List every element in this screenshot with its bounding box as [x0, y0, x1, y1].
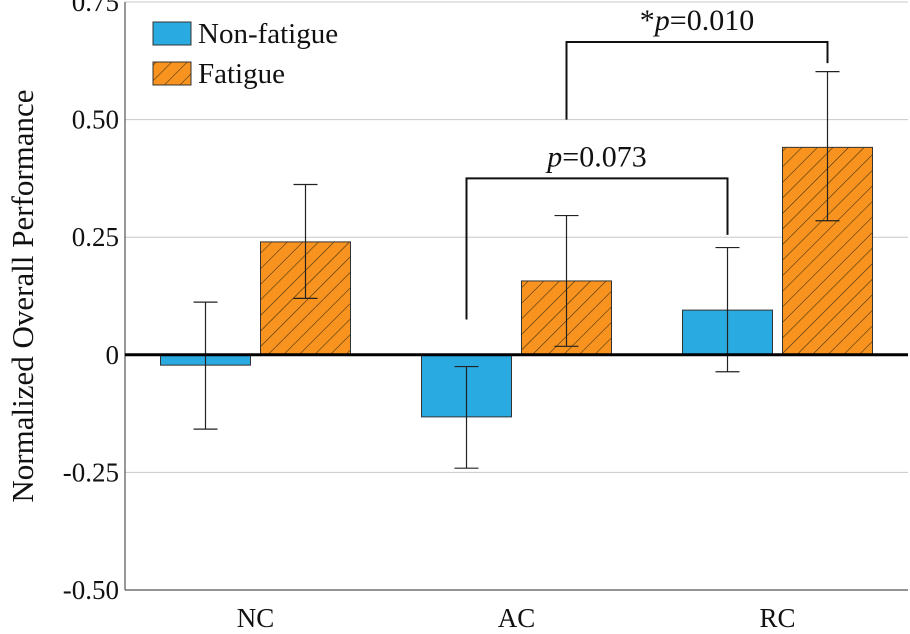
ann-ac-rc-p: p [545, 140, 562, 173]
ann-ac-rc-label: p=0.073 [545, 140, 646, 173]
y-tick-label: 0.75 [72, 0, 119, 17]
ann-rc-prefix: * [640, 4, 655, 37]
y-tick-label: -0.25 [63, 457, 119, 487]
y-axis-label: Normalized Overall Performance [5, 89, 40, 502]
annotations: p=0.073*p=0.010 [465, 4, 829, 320]
y-tick-label: 0.25 [72, 222, 119, 252]
error-bars [193, 71, 840, 469]
ann-ac-rc-value: =0.073 [562, 140, 646, 173]
legend-swatch-fatigue [152, 61, 192, 86]
gridlines [125, 1, 908, 473]
bars [160, 146, 873, 418]
y-tick-label: 0.50 [72, 105, 119, 135]
ann-rc-bracket [565, 40, 829, 120]
legend-label-fatigue: Fatigue [198, 58, 285, 90]
ann-ac-rc-bracket [465, 177, 729, 320]
legend-label-non-fatigue: Non-fatigue [198, 18, 338, 50]
x-tick-label-ac: AC [498, 603, 536, 633]
ann-rc-value: =0.010 [670, 4, 754, 37]
y-tick-label: -0.50 [63, 575, 119, 605]
axes [124, 2, 908, 591]
x-tick-label-rc: RC [759, 603, 795, 633]
y-tick-label: 0 [106, 340, 120, 370]
x-tick-label-nc: NC [237, 603, 275, 633]
legend: Non-fatigue Fatigue [152, 18, 338, 90]
ann-rc-label: *p=0.010 [640, 4, 754, 37]
ann-rc-p: p [653, 4, 670, 37]
legend-swatch-non-fatigue [152, 21, 192, 46]
labels: 0.75 0.50 0.25 0 -0.25 -0.50 Normalized Overal… [5, 0, 796, 633]
